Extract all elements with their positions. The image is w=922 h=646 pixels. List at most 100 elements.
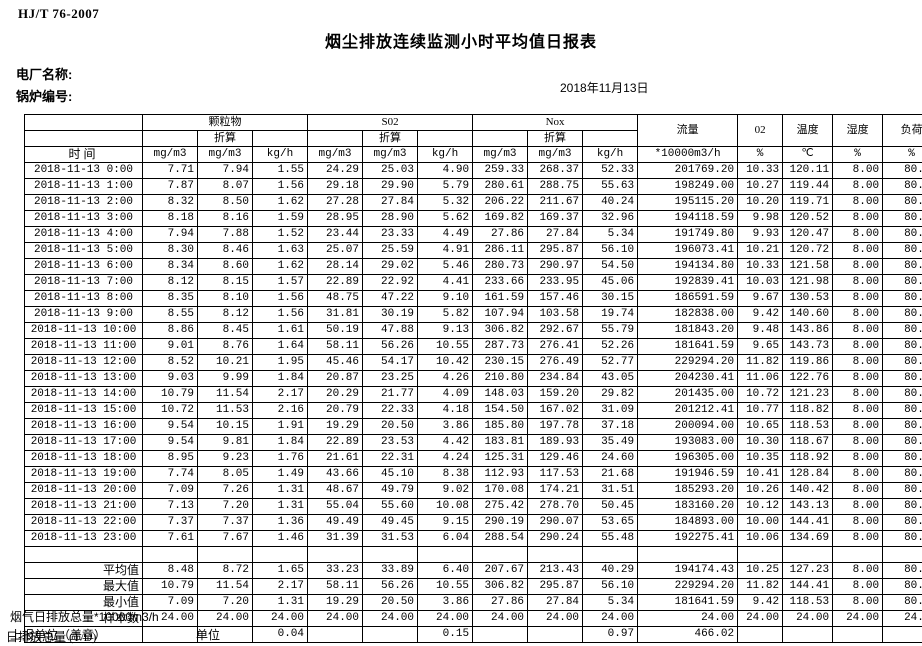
cell-value: 200094.00 [637, 418, 739, 435]
cell-value: 80.00 [882, 482, 922, 499]
summary-value: 11.54 [197, 578, 253, 595]
so2-raw-spacer [307, 130, 364, 147]
cell-value: 189.93 [527, 434, 584, 451]
summary-row: 平均值 8.48 8.72 1.65 33.23 33.89 6.40 207.67 213.4… [24, 562, 922, 579]
table-row: 2018-11-13 8:00 8.35 8.10 1.56 48.75 47.22 9.1… [24, 290, 922, 307]
cell-value: 268.37 [527, 162, 584, 179]
cell-value: 181641.59 [637, 338, 739, 355]
summary-value: 27.86 [472, 594, 529, 611]
plant-name-label: 电厂名称: [16, 67, 73, 82]
cell-value: 28.14 [307, 258, 364, 275]
cell-value: 5.34 [582, 226, 639, 243]
unit-particulate-converted: mg/m3 [197, 146, 253, 163]
cell-value: 143.13 [782, 498, 834, 515]
cell-value: 206.22 [472, 194, 529, 211]
table-row: 2018-11-13 11:00 9.01 8.76 1.64 58.11 56.26 10… [24, 338, 922, 355]
cell-value: 20.87 [307, 370, 364, 387]
unit-so2-raw: mg/m3 [307, 146, 364, 163]
cell-value: 186591.59 [637, 290, 739, 307]
cell-value: 144.41 [782, 514, 834, 531]
table-body: 2018-11-13 0:00 7.71 7.94 1.55 24.29 25.03 4.9… [24, 162, 922, 643]
cell-time: 2018-11-13 3:00 [24, 210, 143, 227]
cell-value: 288.54 [472, 530, 529, 547]
cell-time: 2018-11-13 15:00 [24, 402, 143, 419]
nox-raw-spacer [472, 130, 529, 147]
cell-value: 9.54 [142, 418, 198, 435]
cell-value: 10.08 [417, 498, 474, 515]
cell-empty [637, 546, 739, 563]
cell-value: 80.00 [882, 226, 922, 243]
cell-value: 4.24 [417, 450, 474, 467]
cell-value: 183160.20 [637, 498, 739, 515]
cell-value: 8.00 [832, 162, 884, 179]
group-humidity: 湿度 [832, 114, 884, 147]
cell-value: 8.00 [832, 482, 884, 499]
summary-value: 118.53 [782, 594, 834, 611]
cell-value: 9.15 [417, 514, 474, 531]
daily-total-value [472, 626, 529, 643]
cell-value: 288.75 [527, 178, 584, 195]
cell-value: 49.45 [362, 514, 419, 531]
cell-value: 8.00 [832, 290, 884, 307]
cell-value: 80.00 [882, 450, 922, 467]
cell-value: 185.80 [472, 418, 529, 435]
cell-value: 7.37 [197, 514, 253, 531]
page-title: 烟尘排放连续监测小时平均值日报表 [324, 34, 597, 51]
cell-value: 22.89 [307, 274, 364, 291]
cell-value: 1.55 [251, 162, 309, 179]
cell-value: 80.00 [882, 178, 922, 195]
cell-value: 8.00 [832, 210, 884, 227]
cell-value: 201435.00 [637, 386, 739, 403]
cell-value: 121.23 [782, 386, 834, 403]
cell-value: 21.61 [307, 450, 364, 467]
cell-value: 7.37 [142, 514, 198, 531]
cell-value: 10.21 [737, 242, 784, 259]
cell-value: 80.00 [882, 258, 922, 275]
cell-value: 55.04 [307, 498, 364, 515]
cell-value: 8.00 [832, 274, 884, 291]
cell-value: 8.46 [197, 242, 253, 259]
cell-empty [832, 546, 884, 563]
cell-value: 9.65 [737, 338, 784, 355]
cell-time: 2018-11-13 17:00 [24, 434, 143, 451]
cell-value: 10.77 [737, 402, 784, 419]
cell-value: 184893.00 [637, 514, 739, 531]
cell-value: 10.35 [737, 450, 784, 467]
cell-value: 3.86 [417, 418, 474, 435]
cell-value: 8.00 [832, 354, 884, 371]
particulate-converted-label: 折算 [197, 130, 253, 147]
cell-value: 8.50 [197, 194, 253, 211]
cell-value: 182838.00 [637, 306, 739, 323]
cell-empty [527, 546, 584, 563]
unit-nox-mass: kg/h [582, 146, 639, 163]
cell-empty [472, 546, 529, 563]
cell-time: 2018-11-13 10:00 [24, 322, 143, 339]
cell-value: 286.11 [472, 242, 529, 259]
unit-nox-raw: mg/m3 [472, 146, 529, 163]
cell-value: 80.00 [882, 466, 922, 483]
cell-value: 9.48 [737, 322, 784, 339]
table-row: 2018-11-13 5:00 8.30 8.46 1.63 25.07 25.59 4.9… [24, 242, 922, 259]
summary-value: 56.10 [582, 578, 639, 595]
summary-value: 24.00 [197, 610, 253, 627]
cell-value: 275.42 [472, 498, 529, 515]
cell-value: 185293.20 [637, 482, 739, 499]
summary-value: 24.00 [362, 610, 419, 627]
cell-value: 48.75 [307, 290, 364, 307]
summary-value: 24.00 [527, 610, 584, 627]
cell-value: 55.79 [582, 322, 639, 339]
cell-value: 40.24 [582, 194, 639, 211]
cell-value: 29.18 [307, 178, 364, 195]
cell-value: 276.41 [527, 338, 584, 355]
cell-value: 306.82 [472, 322, 529, 339]
cell-value: 7.13 [142, 498, 198, 515]
standard-code: HJ/T 76-2007 [18, 6, 100, 21]
cell-value: 31.81 [307, 306, 364, 323]
cell-value: 20.29 [307, 386, 364, 403]
cell-time: 2018-11-13 4:00 [24, 226, 143, 243]
daily-total-value [527, 626, 584, 643]
group-particulate: 颗粒物 [141, 114, 309, 131]
cell-value: 230.15 [472, 354, 529, 371]
unit-particulate-mass: kg/h [251, 146, 309, 163]
cell-value: 9.10 [417, 290, 474, 307]
